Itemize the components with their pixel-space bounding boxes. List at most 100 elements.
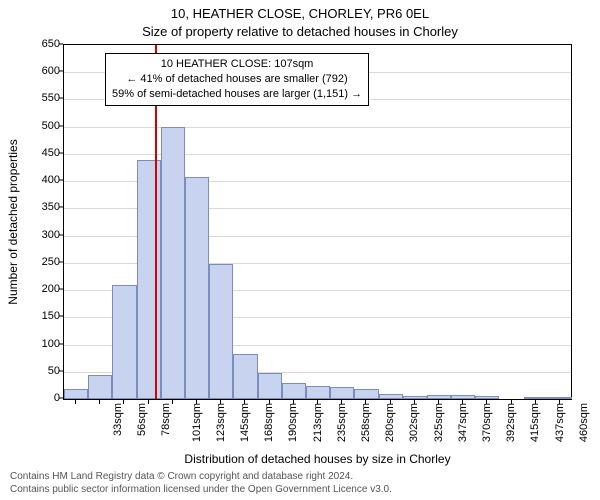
- y-tick-label: 200: [5, 283, 60, 295]
- x-tick-label: 392sqm: [505, 403, 517, 442]
- x-tick-label: 347sqm: [457, 403, 469, 442]
- histogram-bar: [185, 177, 209, 399]
- y-tick-mark: [59, 316, 63, 317]
- footer: Contains HM Land Registry data © Crown c…: [10, 471, 392, 496]
- histogram-bar: [64, 389, 88, 399]
- y-tick-label: 250: [5, 256, 60, 268]
- y-tick-mark: [59, 343, 63, 344]
- y-tick-label: 0: [5, 392, 60, 404]
- histogram-bar: [330, 387, 354, 399]
- x-tick-label: 56sqm: [136, 403, 148, 436]
- y-tick-label: 650: [5, 38, 60, 50]
- x-tick-label: 325sqm: [433, 403, 445, 442]
- y-tick-mark: [59, 289, 63, 290]
- x-tick-label: 437sqm: [554, 403, 566, 442]
- y-axis-label: Number of detached properties: [6, 139, 20, 304]
- y-tick-label: 600: [5, 65, 60, 77]
- histogram-bar: [548, 397, 572, 399]
- x-tick-label: 168sqm: [263, 403, 275, 442]
- x-tick-mark: [220, 400, 221, 404]
- x-tick-label: 33sqm: [112, 403, 124, 436]
- histogram-bar: [209, 264, 233, 399]
- histogram-bar: [451, 395, 475, 399]
- x-tick-label: 415sqm: [530, 403, 542, 442]
- y-tick-label: 150: [5, 310, 60, 322]
- histogram-bar: [403, 396, 427, 399]
- title-main: 10, HEATHER CLOSE, CHORLEY, PR6 0EL: [0, 6, 600, 21]
- histogram-bar: [524, 397, 548, 399]
- x-tick-mark: [99, 400, 100, 404]
- x-tick-mark: [486, 400, 487, 404]
- x-tick-mark: [462, 400, 463, 404]
- y-tick-mark: [59, 44, 63, 45]
- y-tick-label: 100: [5, 338, 60, 350]
- y-tick-label: 450: [5, 147, 60, 159]
- y-tick-mark: [59, 398, 63, 399]
- y-tick-label: 50: [5, 365, 60, 377]
- y-tick-label: 550: [5, 92, 60, 104]
- y-tick-label: 300: [5, 229, 60, 241]
- footer-line-2: Contains public sector information licen…: [10, 484, 392, 497]
- x-tick-mark: [244, 400, 245, 404]
- y-tick-mark: [59, 125, 63, 126]
- x-tick-mark: [123, 400, 124, 404]
- x-tick-mark: [341, 400, 342, 404]
- histogram-bar: [427, 395, 451, 399]
- histogram-bar: [475, 396, 499, 399]
- x-tick-label: 190sqm: [288, 403, 300, 442]
- x-tick-mark: [535, 400, 536, 404]
- x-tick-label: 123sqm: [215, 403, 227, 442]
- annotation-box: 10 HEATHER CLOSE: 107sqm ← 41% of detach…: [105, 53, 369, 106]
- x-tick-label: 78sqm: [161, 403, 173, 436]
- x-tick-mark: [365, 400, 366, 404]
- x-tick-mark: [511, 400, 512, 404]
- annotation-line-3: 59% of semi-detached houses are larger (…: [112, 87, 362, 102]
- footer-line-1: Contains HM Land Registry data © Crown c…: [10, 471, 392, 484]
- x-tick-label: 213sqm: [312, 403, 324, 442]
- histogram-bar: [282, 383, 306, 399]
- y-tick-mark: [59, 261, 63, 262]
- x-tick-mark: [390, 400, 391, 404]
- x-tick-label: 145sqm: [239, 403, 251, 442]
- y-tick-label: 350: [5, 201, 60, 213]
- annotation-line-1: 10 HEATHER CLOSE: 107sqm: [112, 57, 362, 72]
- x-tick-mark: [196, 400, 197, 404]
- x-tick-mark: [172, 400, 173, 404]
- histogram-bar: [354, 389, 378, 399]
- x-tick-mark: [269, 400, 270, 404]
- annotation-line-2: ← 41% of detached houses are smaller (79…: [112, 72, 362, 87]
- plot-area: 10 HEATHER CLOSE: 107sqm ← 41% of detach…: [63, 44, 572, 400]
- y-tick-mark: [59, 234, 63, 235]
- histogram-bar: [88, 375, 112, 400]
- y-tick-mark: [59, 180, 63, 181]
- x-tick-label: 460sqm: [578, 403, 590, 442]
- x-tick-label: 370sqm: [481, 403, 493, 442]
- x-tick-label: 258sqm: [360, 403, 372, 442]
- x-tick-mark: [559, 400, 560, 404]
- histogram-bar: [233, 354, 257, 399]
- histogram-bar: [379, 394, 403, 399]
- histogram-bar: [112, 285, 136, 399]
- x-tick-label: 302sqm: [409, 403, 421, 442]
- title-sub: Size of property relative to detached ho…: [0, 24, 600, 39]
- x-tick-label: 280sqm: [384, 403, 396, 442]
- y-tick-label: 500: [5, 120, 60, 132]
- y-tick-mark: [59, 71, 63, 72]
- x-tick-label: 235sqm: [336, 403, 348, 442]
- x-tick-mark: [317, 400, 318, 404]
- histogram-bar: [161, 127, 185, 399]
- x-tick-mark: [293, 400, 294, 404]
- x-tick-mark: [414, 400, 415, 404]
- chart-container: 10, HEATHER CLOSE, CHORLEY, PR6 0EL Size…: [0, 0, 600, 500]
- y-tick-mark: [59, 152, 63, 153]
- x-tick-mark: [148, 400, 149, 404]
- y-tick-label: 400: [5, 174, 60, 186]
- x-tick-mark: [75, 400, 76, 404]
- x-axis-label: Distribution of detached houses by size …: [63, 452, 572, 466]
- y-tick-mark: [59, 98, 63, 99]
- histogram-bar: [306, 386, 330, 399]
- y-tick-mark: [59, 370, 63, 371]
- x-tick-mark: [438, 400, 439, 404]
- y-tick-mark: [59, 207, 63, 208]
- x-tick-label: 101sqm: [191, 403, 203, 442]
